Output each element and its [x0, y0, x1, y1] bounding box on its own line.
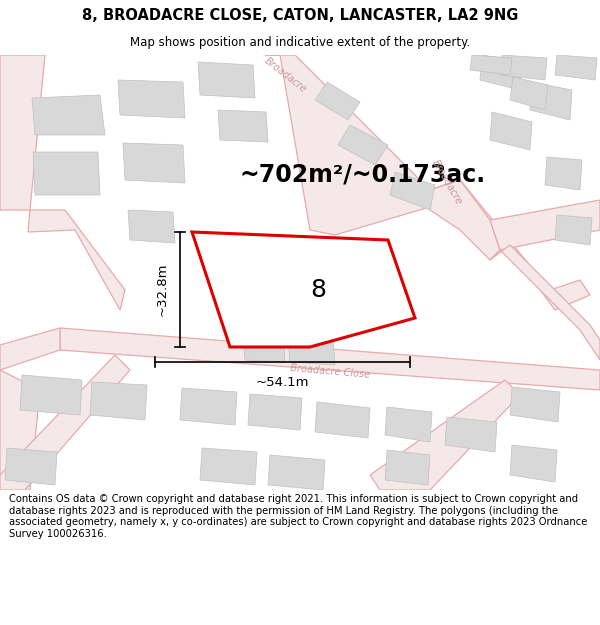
Polygon shape [28, 210, 125, 310]
Polygon shape [315, 82, 360, 120]
Polygon shape [0, 370, 40, 490]
Polygon shape [490, 112, 532, 150]
Polygon shape [370, 380, 520, 490]
Polygon shape [200, 448, 257, 485]
Text: Broadacre: Broadacre [262, 56, 308, 94]
Polygon shape [288, 335, 335, 365]
Polygon shape [545, 157, 582, 190]
Text: ~702m²/~0.173ac.: ~702m²/~0.173ac. [240, 163, 486, 187]
Polygon shape [118, 80, 185, 118]
Polygon shape [480, 55, 522, 90]
Polygon shape [530, 82, 572, 120]
Polygon shape [390, 172, 435, 210]
Polygon shape [5, 448, 57, 485]
Polygon shape [218, 110, 268, 142]
Polygon shape [20, 375, 82, 415]
Text: Broadacre: Broadacre [430, 158, 464, 206]
Polygon shape [490, 245, 600, 360]
Text: ~54.1m: ~54.1m [256, 376, 309, 389]
Polygon shape [430, 180, 590, 310]
Polygon shape [265, 55, 470, 235]
Polygon shape [128, 210, 175, 243]
Polygon shape [0, 355, 130, 490]
Polygon shape [470, 55, 512, 75]
Polygon shape [60, 328, 600, 390]
Polygon shape [33, 152, 100, 195]
Polygon shape [198, 62, 255, 98]
Polygon shape [243, 333, 285, 362]
Text: 8: 8 [310, 278, 326, 302]
Polygon shape [510, 445, 557, 482]
Text: 8, BROADACRE CLOSE, CATON, LANCASTER, LA2 9NG: 8, BROADACRE CLOSE, CATON, LANCASTER, LA… [82, 8, 518, 23]
Polygon shape [0, 55, 45, 210]
Polygon shape [180, 388, 237, 425]
Polygon shape [268, 455, 325, 490]
Text: Broadacre Close: Broadacre Close [290, 364, 370, 381]
Polygon shape [338, 125, 388, 165]
Polygon shape [90, 382, 147, 420]
Polygon shape [510, 77, 548, 110]
Polygon shape [248, 394, 302, 430]
Polygon shape [123, 143, 185, 183]
Polygon shape [445, 417, 497, 452]
Polygon shape [490, 200, 600, 250]
Polygon shape [555, 55, 597, 80]
Polygon shape [430, 180, 500, 260]
Polygon shape [555, 215, 592, 245]
Polygon shape [500, 55, 547, 80]
Text: ~32.8m: ~32.8m [155, 262, 169, 316]
Text: Contains OS data © Crown copyright and database right 2021. This information is : Contains OS data © Crown copyright and d… [9, 494, 587, 539]
Polygon shape [315, 402, 370, 438]
Polygon shape [385, 407, 432, 442]
Polygon shape [510, 387, 560, 422]
Polygon shape [0, 328, 60, 370]
Polygon shape [385, 450, 430, 485]
Polygon shape [192, 232, 415, 347]
Text: Map shows position and indicative extent of the property.: Map shows position and indicative extent… [130, 36, 470, 49]
Polygon shape [32, 95, 105, 135]
